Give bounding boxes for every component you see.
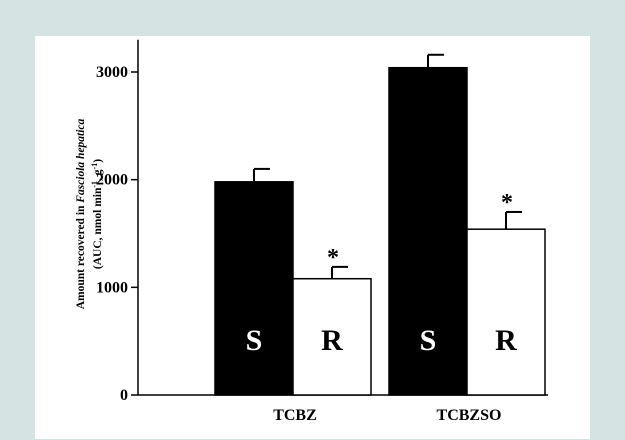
y-axis-label-line2: (AUC, nmol min-1, g-1): [90, 159, 105, 269]
bar-r-tcbzso: [466, 228, 546, 396]
bar-s-tcbz: [214, 181, 294, 396]
bar-series-label: R: [495, 324, 517, 357]
bar-s-tcbzso: [388, 66, 468, 396]
bar-r-tcbz: [292, 277, 372, 396]
bar-series-label: S: [420, 324, 437, 357]
y-tick-label: 3000: [96, 64, 128, 81]
significance-marker: *: [327, 245, 339, 271]
y-tick-label: 2000: [96, 172, 128, 189]
y-axis-label-line1: Amount recovered in Fasciola hepatica: [75, 118, 87, 309]
y-tick-label: 0: [120, 387, 128, 404]
bars: S R * S R *: [214, 53, 546, 396]
bar-series-label: R: [321, 324, 343, 357]
category-labels: TCBZ TCBZSO: [273, 407, 501, 424]
category-label: TCBZSO: [437, 407, 502, 424]
significance-marker: *: [501, 190, 513, 216]
y-tick-label: 1000: [96, 279, 128, 296]
bar-series-label: S: [246, 324, 263, 357]
y-ticks: 0 1000 2000 3000: [96, 64, 138, 404]
category-label: TCBZ: [273, 407, 317, 424]
